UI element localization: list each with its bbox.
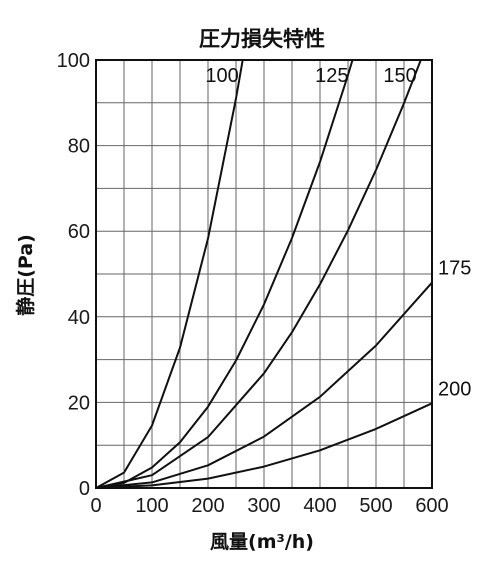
series-curves: [95, 59, 433, 489]
series-line-100: [95, 59, 244, 489]
x-tick-label: 500: [359, 495, 392, 517]
x-tick-label: 200: [191, 495, 224, 517]
x-tick-label: 300: [247, 495, 280, 517]
series-label-100: 100: [205, 65, 238, 87]
y-tick-label: 60: [68, 221, 90, 243]
series-line-150: [95, 59, 422, 489]
y-axis-label: 静圧(Pa): [14, 234, 37, 316]
y-tick-label: 80: [68, 136, 90, 158]
series-line-200: [95, 402, 433, 489]
series-line-175: [95, 281, 433, 489]
y-axis-ticks: 0 20 40 60 80 100: [57, 50, 90, 500]
chart-title: 圧力損失特性: [199, 27, 325, 51]
plot-frame: [95, 59, 433, 489]
x-tick-label: 600: [415, 495, 448, 517]
series-label-125: 125: [315, 65, 348, 87]
y-tick-label: 100: [57, 50, 90, 72]
y-tick-label: 20: [68, 392, 90, 414]
x-axis-ticks: 0 100 200 300 400 500 600: [90, 495, 448, 517]
x-tick-label: 400: [303, 495, 336, 517]
x-tick-label: 0: [90, 495, 101, 517]
x-tick-label: 100: [135, 495, 168, 517]
series-label-175: 175: [438, 258, 471, 280]
y-tick-label: 40: [68, 307, 90, 329]
series-labels: 100 125 150 175 200: [205, 65, 471, 400]
series-line-125: [95, 59, 354, 489]
grid-lines: [96, 60, 432, 488]
series-label-200: 200: [438, 378, 471, 400]
y-tick-label: 0: [79, 478, 90, 500]
series-label-150: 150: [383, 65, 416, 87]
x-axis-label: 風量(m³/h): [210, 531, 314, 553]
